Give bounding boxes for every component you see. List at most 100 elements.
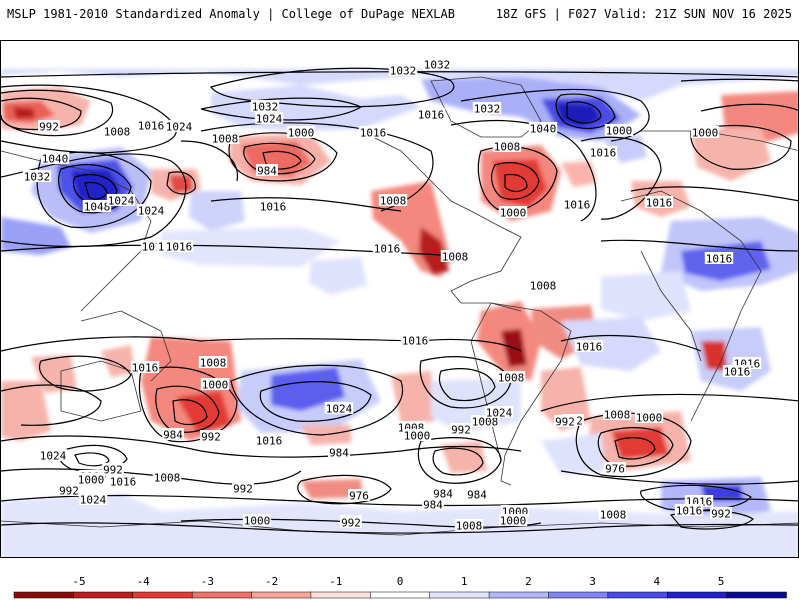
isobar-label: 1000 [500, 515, 527, 528]
mslp-anomaly-map: 1032 1032 1032 1024 1016 1000 1008 992 1024 1016 1… [0, 40, 799, 558]
isobar-label-bg [422, 58, 452, 70]
isobar-label-bg [634, 411, 664, 423]
isobar-label-bg [690, 126, 720, 138]
isobar-label: 1032 [252, 101, 279, 114]
colorbar-tick-label: 3 [589, 575, 596, 588]
isobar [172, 399, 208, 426]
isobar-label: 1008 [154, 472, 181, 485]
isobar-label-bg [644, 196, 674, 208]
isobar-label: 1016 [646, 197, 673, 210]
isobar-label-bg [340, 516, 362, 528]
anomaly-region [1, 69, 798, 101]
isobar-label-bg [108, 475, 138, 487]
colorbar-tick-label: -3 [201, 575, 214, 588]
isobar [1, 84, 177, 154]
isobar-label: 1008 [600, 509, 627, 522]
isobar [600, 239, 798, 252]
isobar-label: 1008 [104, 126, 131, 139]
colorbar-segment [370, 591, 431, 599]
isobar-label-bg [574, 340, 604, 352]
chart-title: MSLP 1981-2010 Standardized Anomaly | Co… [7, 7, 455, 21]
isobar [243, 142, 316, 175]
isobar [560, 470, 798, 485]
isobar-label: 976 [605, 463, 625, 476]
isobar-label: 984 [257, 165, 277, 178]
isobar-label-bg [254, 112, 284, 124]
coastline [360, 130, 522, 312]
colorbar-segments [13, 591, 787, 599]
isobar [438, 368, 496, 402]
isobar-label: 1040 [530, 123, 557, 136]
isobar-label-bg [250, 100, 280, 112]
isobar [450, 119, 597, 222]
isobar-label-bg [378, 194, 408, 206]
isobar [690, 124, 792, 170]
isobar-label-bg [258, 200, 288, 212]
isobar [230, 364, 404, 436]
colorbar-segment [13, 591, 75, 599]
isobar-label: 1000 [692, 127, 719, 140]
isobar [680, 78, 798, 82]
isobar-label-bg [324, 402, 354, 414]
coastline [640, 250, 702, 362]
isobar [580, 136, 662, 220]
isobar-label-bg [136, 119, 166, 131]
isobar-label-bg [58, 484, 80, 496]
isobar-label-bg [466, 488, 488, 500]
isobar [155, 385, 220, 433]
isobar-label: 1024 [486, 407, 513, 420]
isobar-label: 1016 [564, 199, 591, 212]
isobar-label: 984 [433, 488, 453, 501]
isobar-label-bg [200, 430, 222, 442]
colorbar-tick-label: -5 [72, 575, 85, 588]
coastline [490, 302, 572, 486]
isobar-label: 1032 [424, 59, 451, 72]
isobar-label-bg [130, 361, 160, 373]
colorbar-segment [132, 591, 193, 599]
isobar-label-bg [440, 250, 470, 262]
isobar-label: 1000 [606, 125, 633, 138]
isobar [614, 437, 656, 460]
isobar-label: 1008 [200, 357, 227, 370]
isobar-label-bg [152, 471, 182, 483]
isobar-label-bg [164, 120, 194, 132]
isobar-label-bg [484, 406, 514, 418]
anomaly-region [441, 441, 487, 473]
isobar-label-bg [498, 206, 528, 218]
isobar [566, 101, 602, 124]
colorbar-segment [251, 591, 312, 599]
coastline [470, 302, 502, 462]
anomaly-region [31, 355, 77, 393]
isobar [259, 381, 372, 422]
isobar-label-bg [562, 198, 592, 210]
colorbar-tick-label: -1 [329, 575, 342, 588]
colorbar-segment [191, 591, 253, 599]
isobar-label-bg [388, 64, 418, 76]
isobar-label: 1008 [442, 251, 469, 264]
colorbar-tick-label: -2 [265, 575, 278, 588]
isobar-label-bg [106, 194, 136, 206]
isobar-label-bg [588, 146, 618, 158]
isobar-label-bg [256, 164, 278, 176]
anomaly-region [1, 217, 71, 255]
isobar-label: 1016 [418, 109, 445, 122]
anomaly-region [541, 433, 605, 475]
isobar-label: 1016 [138, 120, 165, 133]
isobar-label-bg [498, 514, 528, 526]
anomaly-region [301, 479, 363, 499]
isobar-label-bg [422, 498, 444, 510]
isobar-label-bg [492, 140, 522, 152]
colorbar-segment [666, 591, 728, 599]
anomaly-region [309, 257, 367, 295]
colorbar-segment [429, 591, 490, 599]
isobar-label-bg [76, 473, 106, 485]
isobar-label: 984 [163, 429, 183, 442]
isobar-label-bg [102, 125, 132, 137]
isobar-label: 1040 [42, 153, 69, 166]
isobar-label-bg [528, 279, 558, 291]
isobar [597, 427, 674, 467]
isobar-label-bg [210, 132, 240, 144]
isobar-label-bg [604, 124, 634, 136]
colorbar-segment [548, 591, 609, 599]
anomaly-region [419, 227, 449, 275]
